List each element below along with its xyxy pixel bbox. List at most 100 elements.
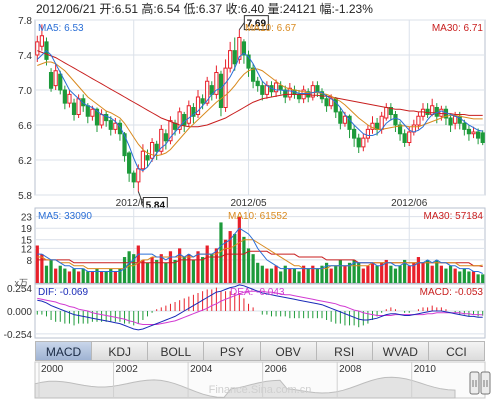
tab-wvad[interactable]: WVAD xyxy=(372,341,429,361)
tab-kdj[interactable]: KDJ xyxy=(92,341,149,361)
candle-body xyxy=(218,73,224,108)
volume-bar xyxy=(471,271,476,283)
navigator-years: 2000 2002 2004 2006 2008 2010 xyxy=(38,362,437,398)
tab-boll[interactable]: BOLL xyxy=(148,341,205,361)
candle-body xyxy=(191,107,196,117)
volume-bar xyxy=(155,259,159,283)
volume-bar xyxy=(44,265,49,283)
volume-bar xyxy=(223,239,228,283)
volume-bar xyxy=(352,259,356,283)
volume-bar xyxy=(425,259,430,283)
volume-bar xyxy=(242,236,246,283)
tab-obv[interactable]: OBV xyxy=(260,341,317,361)
navigator-left-handle[interactable] xyxy=(469,371,480,395)
volume-y-tick: 15 xyxy=(21,236,33,247)
volume-y-tick: 8 xyxy=(26,256,32,267)
volume-bar xyxy=(453,268,457,283)
candle-body xyxy=(85,105,90,117)
candle-body xyxy=(420,108,426,117)
volume-y-tick: 12 xyxy=(21,244,33,255)
volume-bar xyxy=(444,268,448,283)
volume-bar xyxy=(219,222,223,283)
tab-macd[interactable]: MACD xyxy=(35,341,93,361)
candle-body xyxy=(416,115,421,126)
candle-body xyxy=(140,150,146,170)
price-legend-ma30: MA30: 6.71 xyxy=(432,23,484,34)
price-grid xyxy=(35,19,485,196)
volume-bar xyxy=(329,268,333,283)
candle-body xyxy=(214,72,219,95)
volume-bar xyxy=(77,271,81,283)
macd-legend-dea: DEA: -0.043 xyxy=(230,287,285,298)
volume-bar xyxy=(398,265,402,283)
volume-bar xyxy=(168,251,173,283)
candle-body xyxy=(241,41,247,56)
volume-bar xyxy=(90,271,95,283)
volume-legend-ma5: MA5: 33090 xyxy=(38,211,92,222)
volume-bar xyxy=(81,268,85,283)
candle-body xyxy=(122,133,127,157)
volume-bar xyxy=(187,254,191,283)
volume-bar xyxy=(334,265,338,283)
volume-bar xyxy=(315,268,320,283)
macd-units-label: x万 xyxy=(14,278,28,288)
candle-body xyxy=(260,85,265,95)
price-y-tick: 7.8 xyxy=(18,16,32,27)
candle-body xyxy=(480,132,485,143)
navigator-year-label: 2010 xyxy=(414,364,437,375)
volume-bar xyxy=(467,271,471,283)
volume-bar xyxy=(320,265,324,283)
navigator-year-label: 2004 xyxy=(190,364,213,375)
navigator-right-handle[interactable] xyxy=(480,371,491,395)
candle-body xyxy=(99,114,104,126)
volume-bar xyxy=(256,262,260,283)
tab-psy[interactable]: PSY xyxy=(204,341,261,361)
volume-bar xyxy=(164,262,168,283)
volume-bar xyxy=(412,262,416,283)
candle-body xyxy=(104,114,109,122)
candle-body xyxy=(154,143,159,152)
volume-bar xyxy=(246,248,251,283)
price-panel-frame xyxy=(34,19,486,196)
price-ma5-line xyxy=(36,49,483,172)
candle-body xyxy=(287,87,292,98)
candle-body xyxy=(411,124,416,133)
volume-bar xyxy=(269,268,274,283)
volume-bar xyxy=(462,268,466,283)
candle-body xyxy=(462,122,467,130)
candle-body xyxy=(48,72,54,89)
volume-bar xyxy=(210,254,214,283)
candle-body xyxy=(205,80,210,104)
price-legend-ma10: MA10: 6.67 xyxy=(245,23,297,34)
volume-legend-ma10: MA10: 61552 xyxy=(228,211,288,222)
volume-y-tick: 19 xyxy=(21,224,33,235)
tab-cci[interactable]: CCI xyxy=(428,341,485,361)
volume-bar xyxy=(393,268,398,283)
candle-body xyxy=(35,41,40,56)
candle-body xyxy=(471,131,476,135)
tab-rsi[interactable]: RSI xyxy=(316,341,373,361)
volume-bar xyxy=(389,265,393,283)
annotation-label: 5.84 xyxy=(146,201,166,212)
volume-bar xyxy=(191,259,196,283)
annotation-label: 7.69 xyxy=(247,19,267,30)
volume-bar xyxy=(95,268,99,283)
volume-bar xyxy=(86,271,90,283)
candle-body xyxy=(315,85,320,93)
candle-body xyxy=(71,102,77,115)
candle-body xyxy=(365,128,371,139)
candle-body xyxy=(149,142,155,159)
macd-legend-macd: MACD: -0.053 xyxy=(420,287,484,298)
volume-bar xyxy=(145,262,150,283)
candle-body xyxy=(108,120,113,130)
candle-body xyxy=(237,37,242,60)
candle-body xyxy=(476,131,481,139)
candle-body xyxy=(296,93,302,100)
candle-body xyxy=(62,89,67,104)
candle-body xyxy=(200,98,205,104)
candle-body xyxy=(352,128,357,139)
price-y-tick: 7.0 xyxy=(18,86,32,97)
